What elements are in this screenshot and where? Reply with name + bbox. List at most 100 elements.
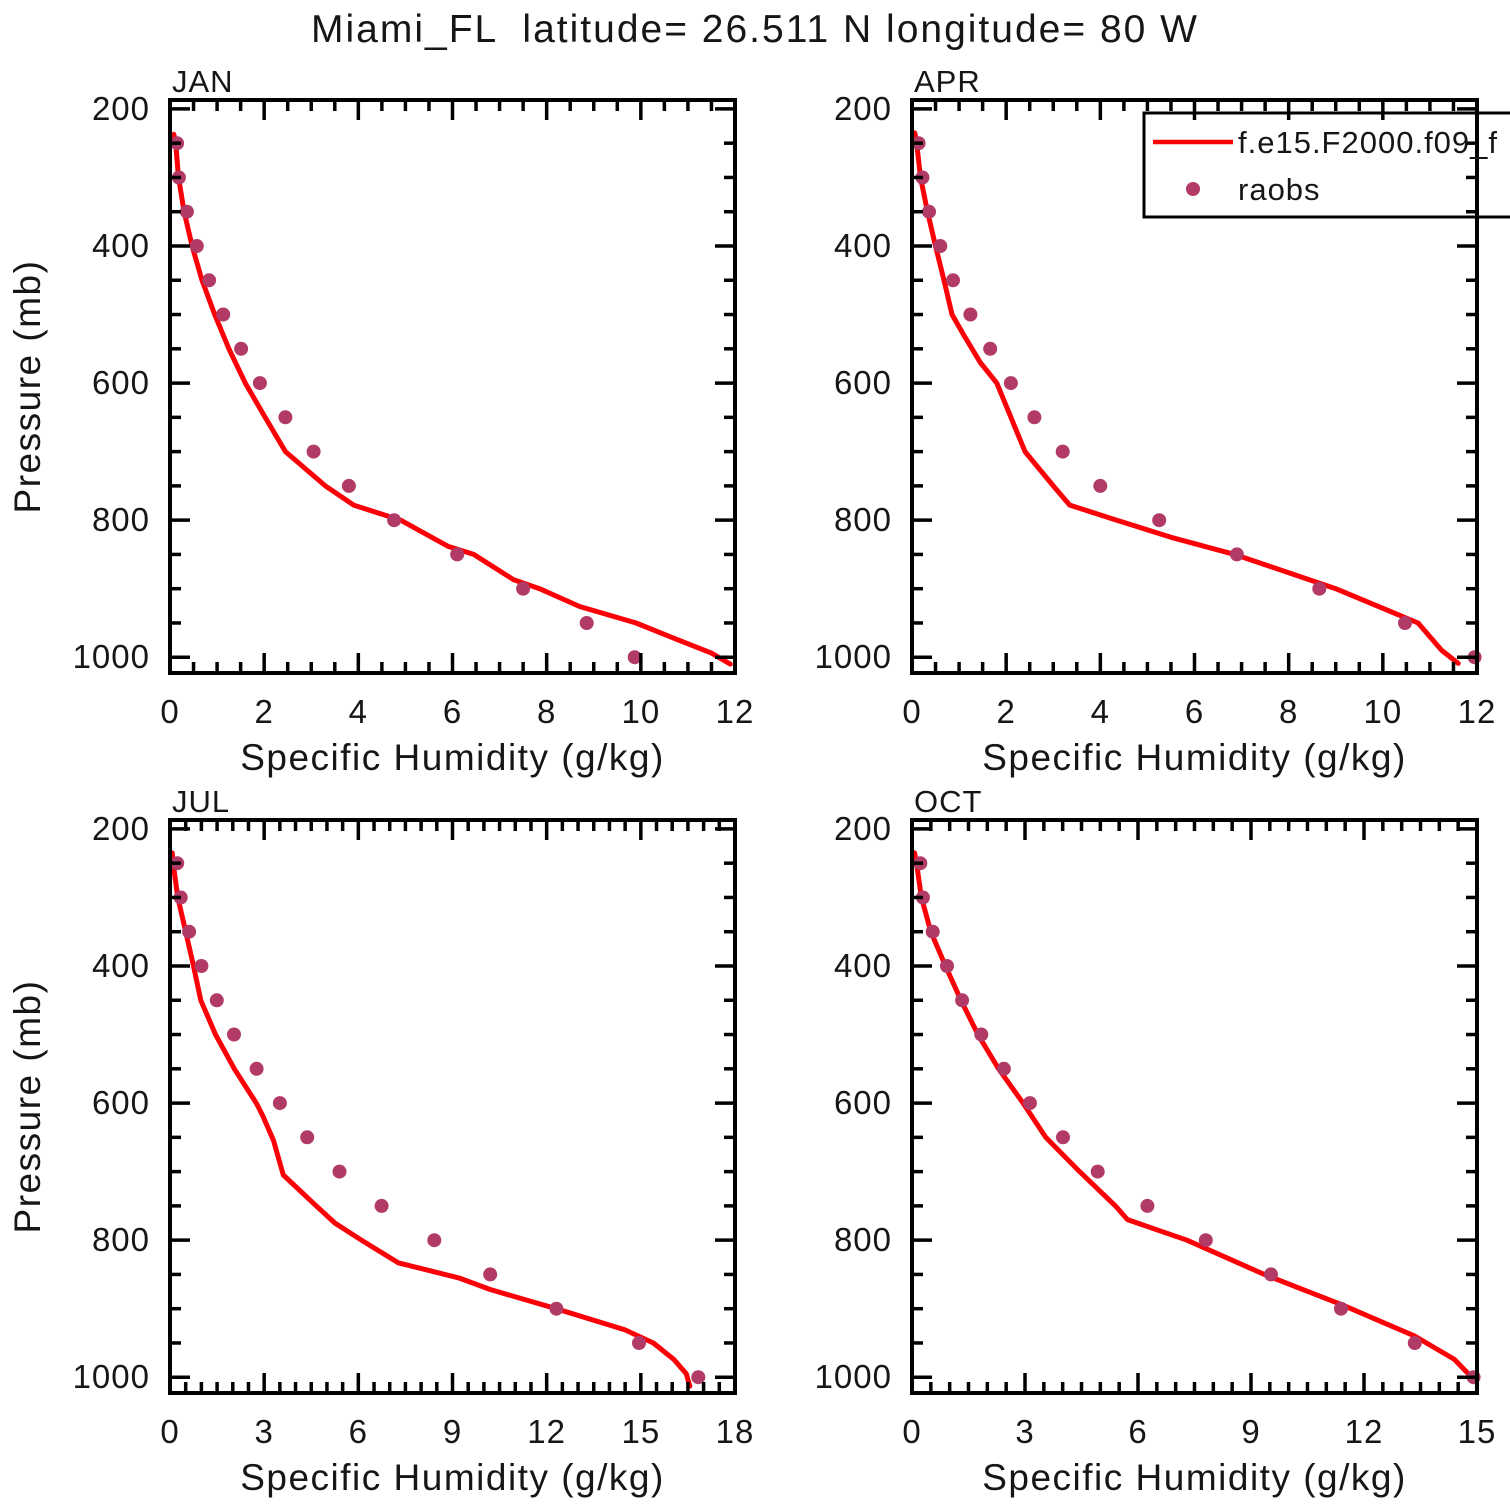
raobs-dot — [427, 1233, 442, 1248]
x-tick-label: 3 — [1015, 1413, 1034, 1450]
y-tick-label: 400 — [834, 947, 892, 984]
raobs-dot — [1140, 1198, 1155, 1213]
raobs-dot — [1090, 1164, 1105, 1179]
x-tick-label: 2 — [254, 693, 273, 730]
raobs-dot — [955, 993, 970, 1008]
x-axis-title: Specific Humidity (g/kg) — [982, 737, 1407, 778]
raobs-dot — [946, 273, 960, 288]
y-tick-label: 800 — [92, 501, 150, 538]
raobs-dot — [1056, 1130, 1070, 1145]
x-tick-label: 12 — [1345, 1413, 1384, 1450]
axis-labels-jan: 0 2 4 6 8 10 12 200 400 600 800 1000 JAN Specific Hum… — [73, 64, 754, 778]
y-tick-label: 800 — [834, 1221, 892, 1258]
x-tick-label: 6 — [349, 1413, 368, 1450]
raobs-dot — [1093, 478, 1108, 493]
legend-raobs-dot-sample — [1186, 182, 1200, 196]
raobs-dot — [272, 1096, 287, 1111]
x-tick-label: 4 — [1091, 693, 1110, 730]
y-tick-label: 600 — [92, 364, 150, 401]
axis-labels-apr: 0 2 4 6 8 10 12 200 400 600 800 1000 APR Specific Hum… — [815, 64, 1497, 778]
raobs-dot — [202, 273, 217, 288]
raobs-dot — [627, 650, 642, 665]
x-tick-label: 9 — [1241, 1413, 1260, 1450]
panel-data-jul — [169, 850, 706, 1389]
x-tick-label: 0 — [902, 693, 921, 730]
raobs-dot — [278, 410, 293, 425]
raobs-dot — [1027, 410, 1042, 425]
y-tick-label: 200 — [834, 90, 892, 127]
figure-title: Miami_FL latitude= 26.511 N longitude= 8… — [311, 8, 1199, 51]
raobs-dot — [1022, 1096, 1037, 1111]
raobs-dots-jul — [170, 856, 706, 1385]
y-axis-title-row1: Pressure (mb) — [7, 260, 48, 514]
axes-oct — [910, 818, 1479, 1395]
raobs-dot — [549, 1301, 564, 1316]
raobs-dot — [579, 616, 594, 630]
raobs-dot — [983, 341, 998, 356]
raobs-dot — [922, 204, 936, 219]
raobs-dot — [252, 376, 267, 391]
raobs-dot — [1398, 616, 1412, 630]
raobs-dot — [249, 1061, 264, 1076]
x-tick-label: 0 — [902, 1413, 921, 1450]
y-axis-title-row2: Pressure (mb) — [7, 980, 48, 1234]
panel-data-oct — [912, 850, 1481, 1385]
raobs-dot — [974, 1027, 989, 1042]
x-tick-label: 2 — [996, 693, 1015, 730]
axis-labels-oct: 0 3 6 9 12 15 200 400 600 800 1000 OCT Specific Humi… — [815, 784, 1496, 1498]
raobs-dot — [1003, 376, 1018, 391]
raobs-dot — [450, 547, 465, 562]
axis-labels-jul: 0 3 6 9 12 15 18 200 400 600 800 1000 JUL Specific Hu… — [73, 784, 754, 1498]
y-tick-label: 800 — [92, 1221, 150, 1258]
y-tick-label: 600 — [834, 1084, 892, 1121]
x-axis-title: Specific Humidity (g/kg) — [240, 737, 665, 778]
model-line-jan — [171, 131, 733, 667]
x-tick-label: 12 — [1458, 693, 1497, 730]
y-tick-label: 200 — [834, 810, 892, 847]
raobs-dot — [300, 1130, 315, 1145]
raobs-dot — [332, 1164, 347, 1179]
legend-box — [1142, 111, 1510, 219]
raobs-dot — [1407, 1336, 1422, 1350]
raobs-dot — [1198, 1233, 1213, 1248]
y-tick-label: 400 — [92, 227, 150, 264]
y-tick-label: 600 — [834, 364, 892, 401]
x-tick-label: 0 — [160, 693, 179, 730]
x-tick-label: 8 — [537, 693, 556, 730]
x-tick-label: 15 — [621, 1413, 660, 1450]
y-tick-label: 1000 — [73, 638, 150, 675]
panel-data-jan — [170, 131, 733, 667]
raobs-dot — [341, 478, 356, 493]
model-line-jul — [169, 850, 693, 1389]
panel-month-label: APR — [914, 64, 981, 99]
raobs-dot — [925, 924, 940, 939]
x-tick-label: 9 — [443, 1413, 462, 1450]
raobs-dot — [632, 1336, 646, 1350]
x-tick-label: 12 — [527, 1413, 566, 1450]
raobs-dot — [691, 1370, 706, 1385]
axes-jul — [168, 818, 737, 1395]
y-tick-label: 1000 — [73, 1358, 150, 1395]
x-tick-label: 3 — [254, 1413, 273, 1450]
x-axis-title: Specific Humidity (g/kg) — [982, 1457, 1407, 1498]
raobs-dot — [1055, 444, 1070, 459]
raobs-dot — [194, 959, 209, 973]
raobs-dot — [1312, 581, 1327, 596]
raobs-dot — [996, 1061, 1011, 1076]
axes-apr — [910, 98, 1479, 675]
raobs-dot — [179, 204, 194, 219]
raobs-dot — [227, 1027, 241, 1042]
x-tick-label: 10 — [1363, 693, 1402, 730]
x-tick-label: 0 — [160, 1413, 179, 1450]
y-tick-label: 200 — [92, 90, 150, 127]
raobs-dot — [387, 513, 402, 528]
raobs-dot — [209, 993, 224, 1008]
raobs-dot — [1334, 1301, 1348, 1316]
raobs-dot — [216, 307, 231, 322]
y-tick-label: 1000 — [815, 1358, 892, 1395]
panel-month-label: OCT — [914, 784, 982, 819]
y-tick-label: 1000 — [815, 638, 892, 675]
x-tick-label: 10 — [621, 693, 660, 730]
